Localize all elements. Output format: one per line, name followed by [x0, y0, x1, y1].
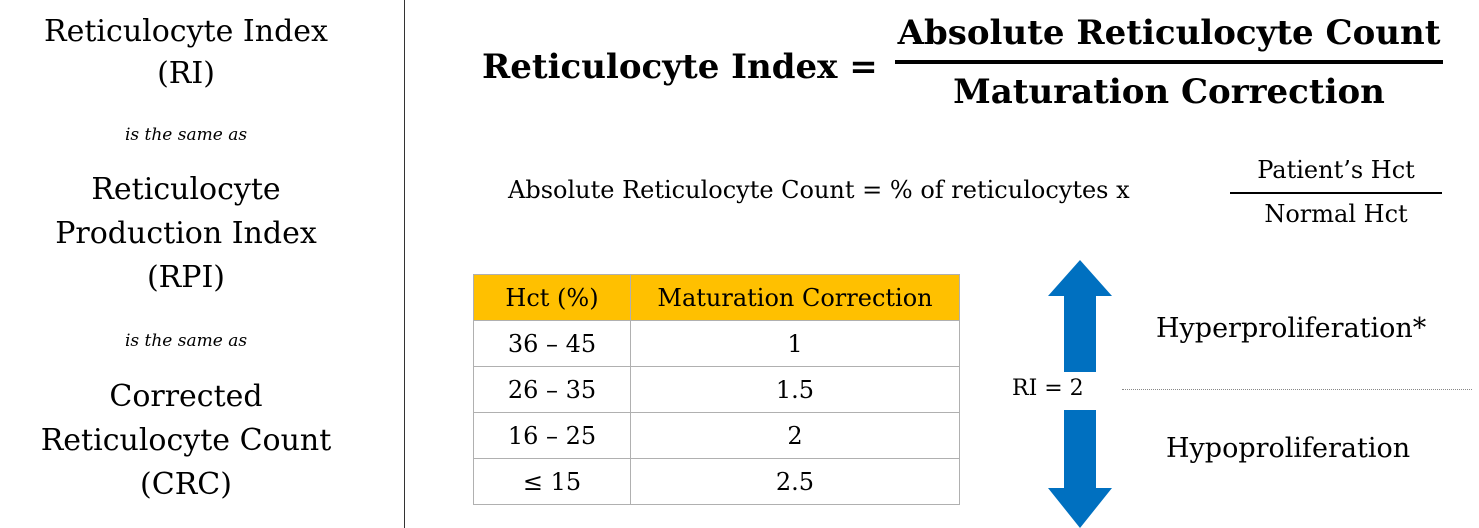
term-ri-name: Reticulocyte Index [44, 14, 328, 49]
formula-main-fraction-bar [895, 60, 1443, 64]
absolute-count-formula: Absolute Reticulocyte Count = % of retic… [508, 148, 1448, 238]
threshold-label: RI = 2 [1012, 376, 1084, 401]
reticulocyte-index-formula: Reticulocyte Index = Absolute Reticulocy… [482, 10, 1462, 120]
cell-hct: 16 – 25 [473, 412, 631, 459]
maturation-correction-table: Hct (%) Maturation Correction 36 – 45 1 … [473, 274, 960, 505]
formula-abs-lhs: Absolute Reticulocyte Count = % of retic… [508, 176, 1130, 204]
cell-correction: 2.5 [630, 458, 960, 505]
formula-main-lhs: Reticulocyte Index = [482, 47, 878, 87]
formula-abs-numerator: Patient’s Hct [1257, 156, 1415, 184]
vertical-divider [404, 0, 405, 528]
table-row: ≤ 15 2.5 [473, 458, 960, 505]
cell-correction: 1.5 [630, 366, 960, 413]
term-rpi-abbr: (RPI) [146, 260, 226, 295]
formula-main-numerator: Absolute Reticulocyte Count [897, 13, 1441, 53]
arrow-down-icon [1048, 410, 1112, 528]
formula-main-fraction: Absolute Reticulocyte Count Maturation C… [895, 10, 1443, 114]
cell-hct: 36 – 45 [473, 320, 631, 367]
formula-abs-fraction: Patient’s Hct Normal Hct [1230, 148, 1442, 234]
connector-2: is the same as [124, 331, 248, 351]
table-row: 16 – 25 2 [473, 412, 960, 459]
term-crc-line1: Corrected [109, 379, 263, 414]
interpretation-arrows [1048, 260, 1112, 528]
term-rpi-line2: Production Index [55, 216, 317, 251]
term-rpi-line1: Reticulocyte [91, 172, 281, 207]
formula-abs-denominator: Normal Hct [1264, 200, 1408, 228]
table-row: 36 – 45 1 [473, 320, 960, 367]
threshold-line [1122, 389, 1472, 390]
term-ri-abbr: (RI) [157, 56, 215, 91]
arrow-up-icon [1048, 260, 1112, 372]
formula-abs-fraction-bar [1230, 192, 1442, 194]
table-row: 26 – 35 1.5 [473, 366, 960, 413]
term-crc-line2: Reticulocyte Count [40, 423, 332, 458]
header-hct: Hct (%) [473, 274, 631, 321]
cell-hct: 26 – 35 [473, 366, 631, 413]
hyperproliferation-label: Hyperproliferation* [1156, 313, 1427, 344]
header-maturation-correction: Maturation Correction [630, 274, 960, 321]
synonyms-panel: Reticulocyte Index (RI) is the same as R… [0, 0, 404, 528]
connector-1: is the same as [124, 125, 248, 145]
cell-correction: 2 [630, 412, 960, 459]
cell-correction: 1 [630, 320, 960, 367]
term-crc-abbr: (CRC) [140, 467, 232, 502]
hypoproliferation-label: Hypoproliferation [1166, 433, 1411, 464]
table-header-row: Hct (%) Maturation Correction [473, 274, 960, 321]
formula-main-denominator: Maturation Correction [953, 72, 1385, 112]
cell-hct: ≤ 15 [473, 458, 631, 505]
